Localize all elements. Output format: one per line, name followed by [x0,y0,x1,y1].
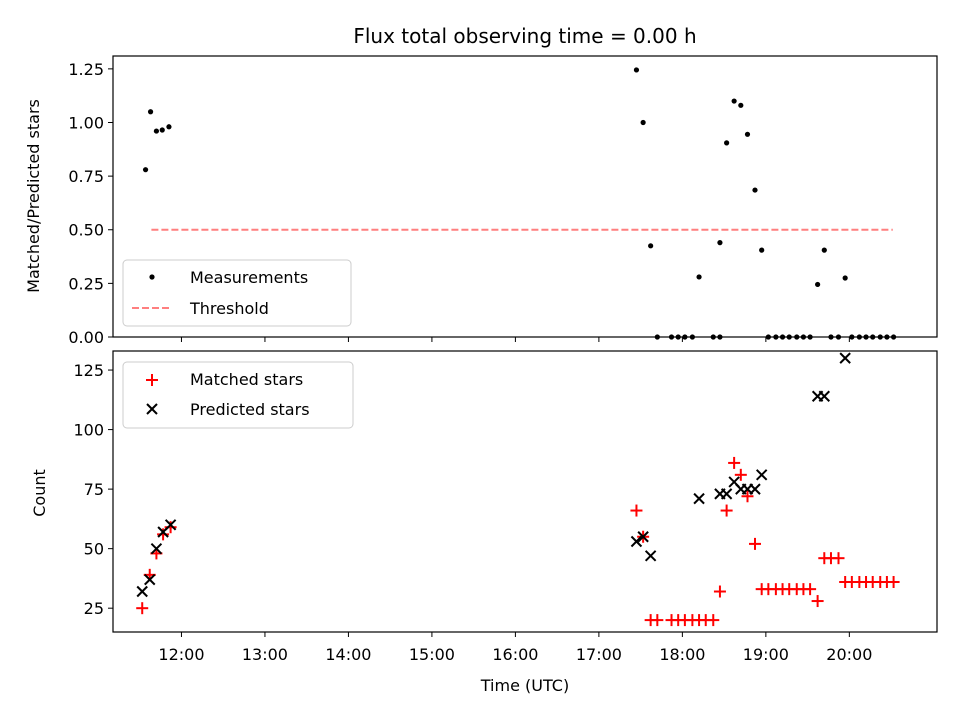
matched-star-point [741,490,754,503]
bottom-y-ticks: 25 50 75 100 125 [73,361,113,618]
measurement-point [633,67,640,73]
predicted-star-point [164,519,177,531]
measurement-point [752,187,758,193]
top-plot-frame [112,55,938,338]
predicted-star-point [637,531,649,543]
matched-star-point [804,583,817,596]
bottom-y-tick-label: 25 [84,599,104,618]
measurement-point [842,275,848,281]
bottom-y-tick-label: 75 [84,480,104,499]
measurement-point [724,140,730,146]
matched-star-point [136,602,149,615]
matched-star-point [749,537,762,550]
predicted-star-point [150,542,163,555]
legend-measurements-marker [149,274,155,280]
predicted-star-point [136,585,148,598]
top-legend: Measurements Threshold [122,259,352,327]
matched-star-point [832,552,845,565]
top-y-axis-label: Matched/Predicted stars [24,99,43,293]
matched-star-point [887,575,900,588]
measurement-point [744,131,751,137]
bottom-y-tick-label: 125 [73,361,104,380]
measurement-point [738,102,744,108]
top-y-tick-label: 0.00 [68,328,104,347]
bottom-x-tick-label: 19:00 [743,645,789,664]
measurement-point [815,281,821,288]
top-y-ticks: 0.00 0.25 0.50 0.75 1.00 1.25 [68,60,113,347]
bottom-x-tick-label: 17:00 [576,645,622,664]
bottom-legend-box [122,361,354,429]
legend-predicted-marker [146,403,158,415]
legend-predicted-label: Predicted stars [190,400,310,419]
matched-star-point [811,595,824,608]
measurement-point [147,109,154,115]
bottom-x-ticks: 12:00 13:00 14:00 15:00 16:00 17:00 18:00 19:00… [158,632,872,664]
predicted-star-point [644,550,657,562]
matched-star-point [720,504,733,517]
bottom-y-axis-label: Count [30,469,49,517]
matched-star-point [707,614,720,627]
top-y-tick-label: 0.75 [68,167,104,186]
measurement-point [153,128,160,134]
bottom-legend: Matched stars Predicted stars [122,361,354,429]
measurement-point [648,243,654,249]
measurement-point [640,119,646,126]
top-y-tick-label: 1.00 [68,113,104,132]
predicted-star-point [144,573,156,586]
predicted-star-point [693,492,705,505]
predicted-star-point [818,390,831,402]
measurement-point [821,247,827,253]
top-y-tick-label: 1.25 [68,60,104,79]
measurement-point [696,274,702,280]
legend-measurements-label: Measurements [190,268,308,287]
bottom-x-axis-label: Time (UTC) [480,676,569,695]
predicted-star-point [839,352,851,364]
predicted-star-point [755,469,768,481]
measurement-point [159,127,165,133]
measurement-point [717,240,723,246]
measurement-point [759,247,765,253]
bottom-x-tick-label: 12:00 [158,645,204,664]
legend-matched-marker [146,374,158,386]
chart-title: Flux total observing time = 0.00 h [353,24,696,48]
bottom-x-tick-label: 16:00 [492,645,538,664]
bottom-x-tick-label: 15:00 [409,645,455,664]
matched-star-point [651,614,664,627]
matched-star-point [157,528,170,541]
matched-star-point [713,585,726,598]
measurement-points [142,67,897,340]
top-x-ticks [180,337,850,342]
legend-threshold-label: Threshold [189,299,269,318]
bottom-x-tick-label: 18:00 [659,645,705,664]
measurement-point [731,98,737,104]
bottom-plot-frame [112,350,938,633]
measurement-point [166,124,172,130]
matched-star-point [728,456,741,469]
predicted-star-point [749,483,761,495]
bottom-x-tick-label: 20:00 [826,645,872,664]
top-legend-box [122,259,352,327]
predicted-star-point [630,535,643,548]
matched-star-point [734,468,747,481]
bottom-x-tick-label: 14:00 [325,645,371,664]
predicted-stars-points [136,352,851,598]
bottom-x-tick-label: 13:00 [242,645,288,664]
predicted-star-point [720,488,733,500]
measurement-point [142,167,149,173]
top-y-tick-label: 0.25 [68,274,104,293]
top-y-tick-label: 0.50 [68,221,104,240]
legend-matched-label: Matched stars [190,370,303,389]
matched-star-point [630,504,643,517]
bottom-y-tick-label: 50 [84,540,104,559]
bottom-y-tick-label: 100 [73,421,104,440]
